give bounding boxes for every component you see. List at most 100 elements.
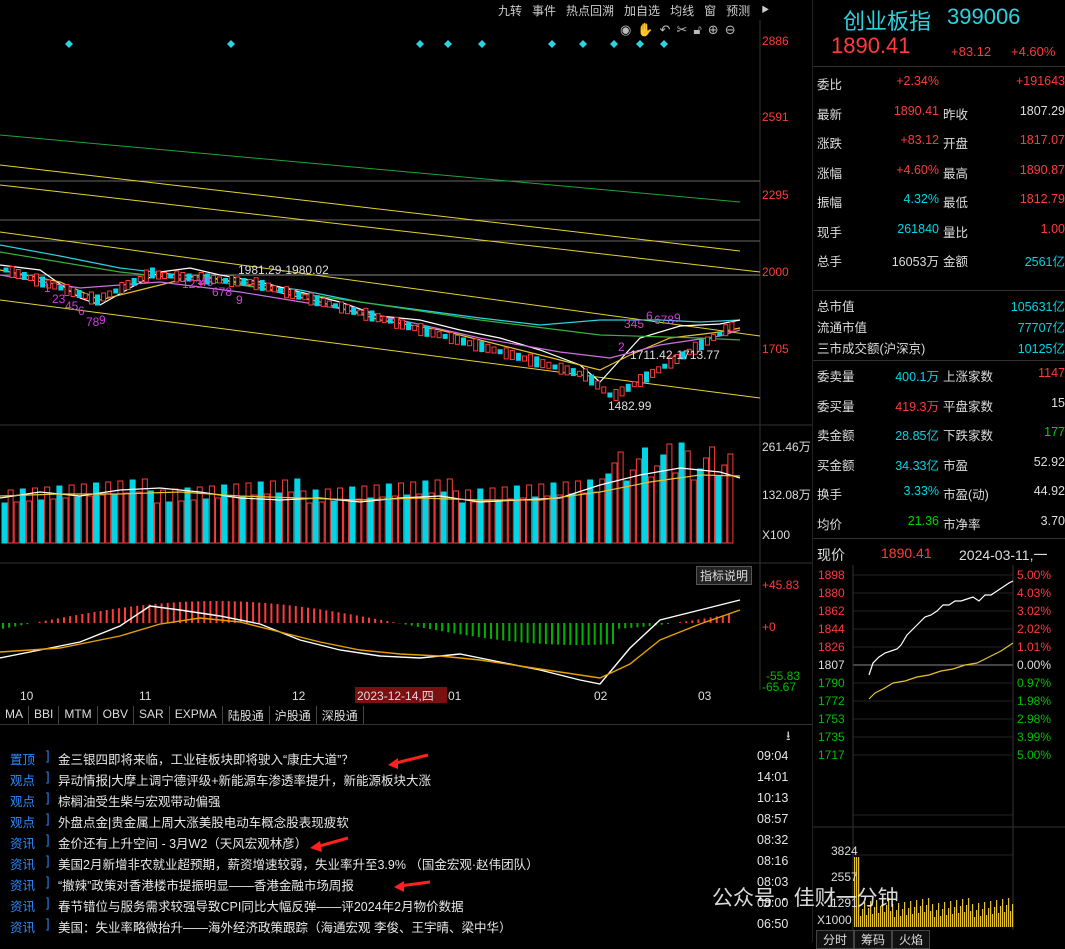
news-title[interactable]: 金三银四即将来临，工业硅板块即将驶入“康庄大道”？ <box>58 749 354 768</box>
intraday-axis: 1862 <box>818 604 845 618</box>
candle <box>285 287 289 298</box>
intraday-axis: 1753 <box>818 712 845 726</box>
candle <box>114 289 118 293</box>
intraday-volume-bar <box>948 908 949 927</box>
intraday-axis: 1735 <box>818 730 845 744</box>
quote-value: 10125亿 <box>1018 338 1065 357</box>
red-arrow-annotations <box>380 750 440 900</box>
intraday-volume-bar <box>920 906 921 927</box>
volume-bar <box>606 474 611 543</box>
quote-label: 昨收 <box>943 104 968 123</box>
macd-bar <box>661 623 663 625</box>
macd-bar <box>161 603 163 623</box>
macd-bar <box>496 623 498 640</box>
news-title[interactable]: 外盘点金|贵金属上周大涨美股电动车概念股表现疲软 <box>58 812 349 831</box>
quote-label: 委比 <box>817 74 842 93</box>
intraday-volume-bar <box>908 908 909 927</box>
candle <box>565 366 569 375</box>
seq-label: 9 <box>674 311 681 325</box>
tab-bbi[interactable]: BBI <box>29 706 59 724</box>
volume-bar <box>478 489 483 543</box>
quote-value: +2.34% <box>896 74 939 88</box>
candle <box>272 286 276 292</box>
candle <box>260 280 264 290</box>
macd-bar <box>527 623 529 643</box>
news-title[interactable]: 异动情报|大摩上调宁德评级+新能源车渗透率提升，新能源板块大涨 <box>58 770 431 789</box>
candle <box>480 342 484 352</box>
volume-bar <box>20 489 25 543</box>
indicator-explain-button[interactable]: 指标说明 <box>696 566 752 585</box>
macd-bar <box>87 613 89 623</box>
tab-sar[interactable]: SAR <box>134 706 170 724</box>
toolbar-event[interactable]: 事件 <box>529 2 559 19</box>
tab-lugutong[interactable]: 陆股通 <box>223 706 270 724</box>
date-tick: 11 <box>139 689 152 703</box>
tab-ma[interactable]: MA <box>0 706 29 724</box>
candle <box>504 348 508 359</box>
volume-bar <box>447 479 452 543</box>
intraday-volume-bar <box>930 911 931 927</box>
intraday-volume-bar <box>878 913 879 927</box>
news-title[interactable]: “撤辣”政策对香港楼市提振明显——香港金融市场周报 <box>58 875 354 894</box>
toolbar-window[interactable]: 窗 <box>701 2 719 19</box>
news-title[interactable]: 棕榈油受生柴与宏观带动偏强 <box>58 791 221 810</box>
volume-axis-mid: 132.08万 <box>762 488 811 502</box>
toolbar-ma[interactable]: 均线 <box>667 2 697 19</box>
volume-bar <box>228 497 233 543</box>
quote-value: 105631亿 <box>1011 296 1065 315</box>
price-tick: 2591 <box>762 110 789 124</box>
intraday-volume-bar <box>928 898 929 927</box>
candle <box>486 344 490 352</box>
news-title[interactable]: 美国：失业率略微抬升——海外经济政策跟踪（海通宏观 李俊、王宇晴、梁中华） <box>58 917 511 936</box>
intraday-pct-axis: 5.00% <box>1017 568 1051 582</box>
intraday-volume-bar <box>980 916 981 927</box>
volume-bar <box>551 483 556 543</box>
tab-expma[interactable]: EXPMA <box>170 706 223 724</box>
index-code: 399006 <box>947 4 1020 30</box>
tab-timeshare[interactable]: 分时 <box>816 930 854 949</box>
kline-chart[interactable]: 2886 2591 2295 2000 1705 1981.29-1980.02… <box>0 20 812 710</box>
volume-bar <box>441 492 446 543</box>
quote-label: 卖金额 <box>817 425 855 444</box>
intraday-volume-bar <box>964 912 965 927</box>
volume-bar <box>722 465 727 543</box>
volume-bar <box>496 500 501 543</box>
macd-bar <box>350 614 352 623</box>
toolbar-predict[interactable]: 预测 <box>723 2 753 19</box>
candle <box>53 283 57 289</box>
intraday-axis: 1898 <box>818 568 845 582</box>
candle <box>352 307 356 314</box>
news-time: 10:13 <box>757 791 788 805</box>
tab-hugutong[interactable]: 沪股通 <box>270 706 317 724</box>
download-icon[interactable]: ⭳ <box>786 727 791 749</box>
tab-obv[interactable]: OBV <box>98 706 134 724</box>
news-category: 资讯 <box>10 896 35 915</box>
intraday-chart[interactable]: 1898 1880 1862 1844 1826 5.00% 4.03% 3.0… <box>813 565 1065 930</box>
toolbar-add-watchlist[interactable]: 加自选 <box>621 2 663 19</box>
volume-bar <box>435 480 440 543</box>
intraday-volume-bar <box>944 902 945 927</box>
toolbar-hotspot-review[interactable]: 热点回溯 <box>563 2 617 19</box>
macd-bar <box>228 601 230 623</box>
intraday-volume-bar <box>978 903 979 927</box>
news-category: 资讯 <box>10 875 35 894</box>
tab-flame[interactable]: 火焰 <box>892 930 930 949</box>
tab-chips[interactable]: 筹码 <box>854 930 892 949</box>
candle <box>730 322 734 331</box>
macd-bar <box>203 601 205 623</box>
candle <box>382 316 386 322</box>
tab-mtm[interactable]: MTM <box>59 706 97 724</box>
news-title[interactable]: 美国2月新增非农就业超预期，薪资增速较弱，失业率升至3.9% （国金宏观·赵伟团… <box>58 854 539 873</box>
quote-value: 34.33亿 <box>895 455 939 474</box>
candle <box>553 365 557 369</box>
news-title[interactable]: 金价还有上升空间 - 3月W2（天风宏观林彦） <box>58 833 307 852</box>
news-item[interactable]: 资讯] 美国：失业率略微抬升——海外经济政策跟踪（海通宏观 李俊、王宇晴、梁中华… <box>0 917 800 938</box>
quote-label: 总市值 <box>817 296 855 315</box>
toolbar-jiuzhuan[interactable]: 九转 <box>495 2 525 19</box>
candle <box>364 308 368 320</box>
tab-shengutong[interactable]: 深股通 <box>317 706 364 724</box>
macd-bar <box>679 622 681 623</box>
pin-icon[interactable]: ⯈ <box>757 3 773 18</box>
quote-label: 最高 <box>943 163 968 182</box>
macd-bar <box>368 618 370 623</box>
